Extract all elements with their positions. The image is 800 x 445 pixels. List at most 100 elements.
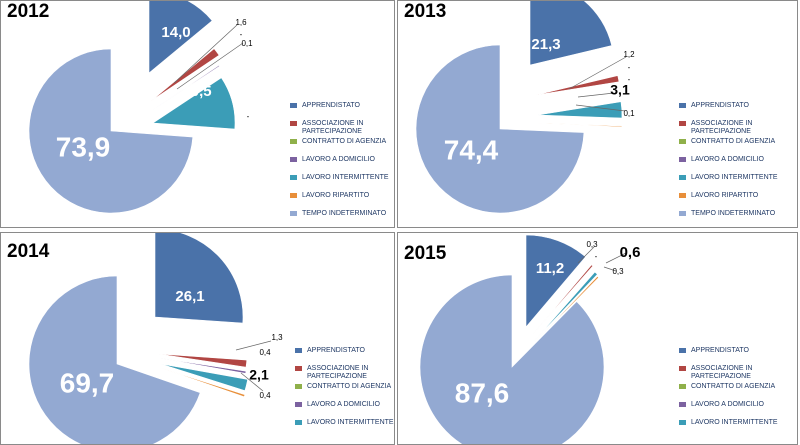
data-label-2013-3: - <box>628 75 631 84</box>
chart-panel-2015: 11,2 0,3 - 0,6 0,3 87,6 2015 APPRENDISTATO ASS… <box>397 232 798 445</box>
legend-item: APPRENDISTATO <box>679 347 791 365</box>
legend-swatch <box>290 211 297 216</box>
legend-label: CONTRATTO DI AGENZIA <box>302 138 387 145</box>
legend-label: LAVORO A DOMICILIO <box>307 401 381 408</box>
legend-label: APPRENDISTATO <box>307 347 365 354</box>
legend-label: LAVORO RIPARTITO <box>302 192 370 199</box>
legend-label: LAVORO A DOMICILIO <box>691 156 765 163</box>
pie-slice-2012-associazione <box>150 48 220 102</box>
pie-slice-2012-indeterminato <box>28 48 194 214</box>
legend-item: ASSOCIAZIONE IN PARTECIPAZIONE <box>290 120 394 138</box>
legend-swatch <box>290 139 297 144</box>
data-label-2013-4: 3,1 <box>610 82 630 98</box>
legend-label: CONTRATTO DI AGENZIA <box>307 383 392 390</box>
legend-item: LAVORO A DOMICILIO <box>290 156 394 174</box>
pie-slice-2014-domicilio <box>158 357 247 374</box>
chart-title-2015: 2015 <box>404 243 447 264</box>
data-label-2012-1: 1,6 <box>235 18 247 27</box>
legend-item: CONTRATTO DI AGENZIA <box>290 138 394 156</box>
data-label-2013-5: 0,1 <box>623 109 635 118</box>
pie-slice-2012-intermittente <box>152 77 236 130</box>
data-label-2012-3: 0,1 <box>241 39 253 48</box>
pie-slice-2012-domicilio <box>150 64 221 112</box>
pie-slice-2015-ripartito <box>533 275 600 344</box>
leader-line-2014-1 <box>235 340 272 351</box>
legend-swatch <box>295 366 302 371</box>
leader-line-2013-5 <box>575 104 626 112</box>
legend-item: LAVORO RIPARTITO <box>679 192 791 210</box>
legend-label: APPRENDISTATO <box>691 347 749 354</box>
data-label-2014-6: 69,7 <box>60 367 115 398</box>
legend-swatch <box>679 139 686 144</box>
legend-item: CONTRATTO DI AGENZIA <box>679 138 791 156</box>
pie-chart-2014: 26,11,30,42,10,469,7 <box>28 233 283 444</box>
legend-item: TEMPO INDETERMINATO <box>290 210 394 227</box>
legend-swatch <box>295 420 302 425</box>
data-label-2015-4: 0,6 <box>620 244 641 261</box>
legend-2014: APPRENDISTATO ASSOCIAZIONE IN PARTECIPAZI… <box>295 347 394 437</box>
legend-2013: APPRENDISTATO ASSOCIAZIONE IN PARTECIPAZI… <box>679 102 791 227</box>
leader-line-2015-1 <box>577 246 595 264</box>
pie-slice-2013-intermittente <box>537 101 623 119</box>
pie-slice-2014-intermittente <box>160 363 248 392</box>
pie-slice-2013-associazione <box>535 75 620 96</box>
leader-line-2013-1 <box>568 56 627 90</box>
legend-item: APPRENDISTATO <box>679 102 791 120</box>
chart-panel-2014: 26,1 1,3 0,4 2,1 0,4 69,7 2014 APPRENDISTATO A… <box>0 232 395 445</box>
legend-item: LAVORO INTERMITTENTE <box>290 174 394 192</box>
legend-label: TEMPO INDETERMINATO <box>691 210 776 217</box>
chart-title-2012: 2012 <box>7 1 50 22</box>
legend-label: ASSOCIAZIONE IN PARTECIPAZIONE <box>691 365 753 380</box>
pie-slice-2014-associazione <box>158 353 248 368</box>
legend-swatch <box>295 348 302 353</box>
data-label-2012-4: 10,5 <box>182 83 211 100</box>
pie-slice-2015-indeterminato <box>419 274 605 444</box>
chart-title-2013: 2013 <box>404 1 447 22</box>
legend-item: ASSOCIAZIONE IN PARTECIPAZIONE <box>679 120 791 138</box>
data-label-2015-1: 0,3 <box>586 240 598 249</box>
legend-swatch <box>295 384 302 389</box>
legend-swatch <box>679 157 686 162</box>
legend-label: CONTRATTO DI AGENZIA <box>691 383 776 390</box>
legend-label: LAVORO INTERMITTENTE <box>302 174 389 181</box>
data-label-2012-0: 14,0 <box>161 24 190 41</box>
legend-label: LAVORO A DOMICILIO <box>302 156 376 163</box>
legend-2012: APPRENDISTATO ASSOCIAZIONE IN PARTECIPAZI… <box>290 102 394 227</box>
legend-item: LAVORO INTERMITTENTE <box>295 419 394 437</box>
data-label-2015-5: 0,3 <box>612 267 624 276</box>
legend-item: APPRENDISTATO <box>290 102 394 120</box>
data-label-2015-0: 11,2 <box>536 260 564 277</box>
legend-item: LAVORO A DOMICILIO <box>679 156 791 174</box>
legend-swatch <box>679 348 686 353</box>
data-label-2013-1: 1,2 <box>623 50 635 59</box>
data-label-2014-3: 0,4 <box>259 348 271 357</box>
legend-item: APPRENDISTATO <box>295 347 394 365</box>
legend-swatch <box>679 103 686 108</box>
legend-item: CONTRATTO DI AGENZIA <box>679 383 791 401</box>
legend-item: LAVORO INTERMITTENTE <box>679 419 791 437</box>
legend-item: LAVORO RIPARTITO <box>290 192 394 210</box>
pie-slice-2015-intermittente <box>533 271 598 342</box>
data-label-2015-6: 87,6 <box>455 377 510 408</box>
pie-slice-2013-apprendistato <box>529 1 613 66</box>
legend-item: LAVORO INTERMITTENTE <box>679 174 791 192</box>
legend-item: ASSOCIAZIONE IN PARTECIPAZIONE <box>295 365 394 383</box>
pie-chart-2015: 11,2 0,3 - 0,6 0,3 87,6 <box>419 234 641 444</box>
legend-swatch <box>679 121 686 126</box>
leader-line-2013-4 <box>577 92 615 98</box>
legend-swatch <box>290 157 297 162</box>
data-label-2014-0: 26,1 <box>175 288 204 305</box>
leader-line-2015-4 <box>605 252 627 264</box>
legend-swatch <box>679 402 686 407</box>
legend-label: TEMPO INDETERMINATO <box>302 210 387 217</box>
pie-slice-2014-ripartito <box>160 367 246 398</box>
data-label-2014-4: 2,1 <box>249 367 269 383</box>
legend-swatch <box>290 175 297 180</box>
data-label-2014-1: 1,3 <box>271 333 283 342</box>
data-label-2012-6: 73,9 <box>56 131 111 162</box>
legend-item: ASSOCIAZIONE IN PARTECIPAZIONE <box>679 365 791 383</box>
legend-swatch <box>679 175 686 180</box>
legend-item: TEMPO INDETERMINATO <box>679 210 791 227</box>
legend-swatch <box>290 121 297 126</box>
leader-line-2014-5 <box>240 372 264 392</box>
